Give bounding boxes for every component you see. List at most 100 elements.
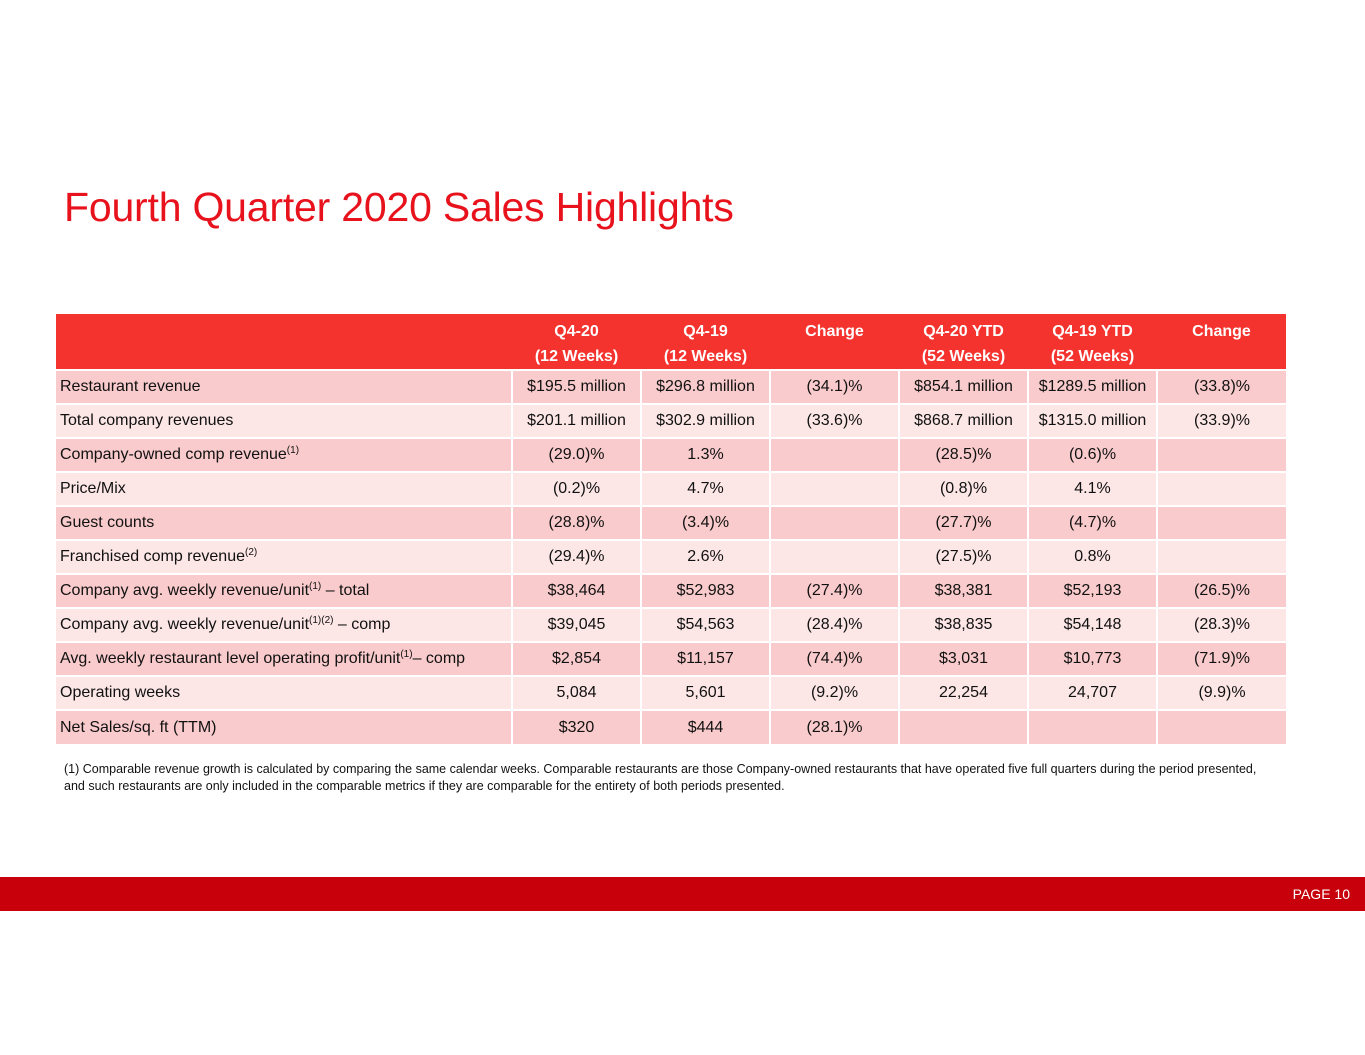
table-cell: (27.7)% xyxy=(898,505,1028,540)
table-cell xyxy=(1156,505,1286,540)
table-cell: 2.6% xyxy=(640,539,770,574)
row-label-suffix: – comp xyxy=(333,616,391,633)
table-cell: 5,601 xyxy=(640,675,770,710)
table-cell: (33.6)% xyxy=(769,403,899,438)
table-row: Net Sales/sq. ft (TTM) $320 $444 (28.1)% xyxy=(56,709,1286,744)
table-cell: (28.1)% xyxy=(769,709,899,744)
row-label: Guest counts xyxy=(56,505,512,540)
row-label: Company avg. weekly revenue/unit(1) – to… xyxy=(56,573,512,608)
table-cell: 0.8% xyxy=(1027,539,1157,574)
row-label-text: Avg. weekly restaurant level operating p… xyxy=(60,650,401,667)
row-label: Net Sales/sq. ft (TTM) xyxy=(56,709,512,744)
table-row: Operating weeks 5,084 5,601 (9.2)% 22,254 24,… xyxy=(56,675,1286,710)
table-cell: $296.8 million xyxy=(640,369,770,404)
table-cell xyxy=(769,505,899,540)
table-cell: (4.7)% xyxy=(1027,505,1157,540)
table-cell: (28.3)% xyxy=(1156,607,1286,642)
table-row: Company avg. weekly revenue/unit(1) – to… xyxy=(56,573,1286,608)
row-label-text: Total company revenues xyxy=(60,412,234,429)
row-label-text: Price/Mix xyxy=(60,480,126,497)
row-label: Operating weeks xyxy=(56,675,512,710)
table-cell xyxy=(1027,709,1157,744)
table-cell: $1289.5 million xyxy=(1027,369,1157,404)
column-header-line2: (52 Weeks) xyxy=(921,348,1006,365)
table-cell: (71.9)% xyxy=(1156,641,1286,676)
row-label: Franchised comp revenue(2) xyxy=(56,539,512,574)
row-label-suffix: – total xyxy=(321,582,370,599)
table-cell: $2,854 xyxy=(511,641,641,676)
table-cell: $854.1 million xyxy=(898,369,1028,404)
table-cell: $38,464 xyxy=(511,573,641,608)
table-cell: $39,045 xyxy=(511,607,641,642)
table-row: Restaurant revenue $195.5 million $296.8 m… xyxy=(56,369,1286,404)
table-cell: 4.1% xyxy=(1027,471,1157,506)
column-header-line2: (12 Weeks) xyxy=(534,348,619,365)
table-row: Price/Mix (0.2)% 4.7% (0.8)% 4.1% xyxy=(56,471,1286,506)
table-cell: $201.1 million xyxy=(511,403,641,438)
table-cell xyxy=(1156,539,1286,574)
page-number: PAGE 10 xyxy=(1292,886,1350,902)
column-header-line2: (52 Weeks) xyxy=(1050,348,1135,365)
column-header: Q4-19 (12 Weeks) xyxy=(641,314,770,370)
row-label: Restaurant revenue xyxy=(56,369,512,404)
column-header-line1: Change xyxy=(1192,323,1251,340)
table-cell: $195.5 million xyxy=(511,369,641,404)
column-header-line2: (12 Weeks) xyxy=(663,348,748,365)
row-label-suffix: – comp xyxy=(412,650,466,667)
footnote-marker: (1) xyxy=(400,649,413,660)
table-row: Company-owned comp revenue(1) (29.0)% 1.3%… xyxy=(56,437,1286,472)
column-header-line1: Q4-19 YTD xyxy=(1052,323,1133,340)
table-cell: (74.4)% xyxy=(769,641,899,676)
table-cell: $3,031 xyxy=(898,641,1028,676)
footnote: (1) Comparable revenue growth is calcula… xyxy=(64,762,1257,793)
table-cell: $38,381 xyxy=(898,573,1028,608)
row-label-text: Guest counts xyxy=(60,514,155,531)
column-header: Change xyxy=(770,314,899,370)
table-cell: $52,983 xyxy=(640,573,770,608)
row-label: Company-owned comp revenue(1) xyxy=(56,437,512,472)
table-cell: 4.7% xyxy=(640,471,770,506)
table-cell: 1.3% xyxy=(640,437,770,472)
table-cell: (9.9)% xyxy=(1156,675,1286,710)
table-row: Avg. weekly restaurant level operating p… xyxy=(56,641,1286,676)
table-cell xyxy=(769,539,899,574)
table-cell: $302.9 million xyxy=(640,403,770,438)
table-cell: (0.6)% xyxy=(1027,437,1157,472)
table-cell: (28.4)% xyxy=(769,607,899,642)
column-header: Q4-19 YTD (52 Weeks) xyxy=(1028,314,1157,370)
column-header-line1: Change xyxy=(805,323,864,340)
table-cell: (0.8)% xyxy=(898,471,1028,506)
table-cell: $54,563 xyxy=(640,607,770,642)
table-cell xyxy=(1156,709,1286,744)
table-cell: (33.9)% xyxy=(1156,403,1286,438)
row-label-text: Operating weeks xyxy=(60,684,181,701)
column-header xyxy=(56,314,512,370)
table-cell: (27.4)% xyxy=(769,573,899,608)
row-label: Price/Mix xyxy=(56,471,512,506)
footnote-marker: (1) xyxy=(286,445,300,456)
table-cell: 24,707 xyxy=(1027,675,1157,710)
table-row: Franchised comp revenue(2) (29.4)% 2.6% (27… xyxy=(56,539,1286,574)
column-header: Q4-20 (12 Weeks) xyxy=(512,314,641,370)
table-cell: (29.4)% xyxy=(511,539,641,574)
row-label: Company avg. weekly revenue/unit(1)(2) –… xyxy=(56,607,512,642)
table-header-row: Q4-20 (12 Weeks) Q4-19 (12 Weeks) Change Q4-2… xyxy=(56,314,1286,370)
table-cell: 22,254 xyxy=(898,675,1028,710)
table-row: Company avg. weekly revenue/unit(1)(2) –… xyxy=(56,607,1286,642)
table-cell xyxy=(769,437,899,472)
row-label-text: Company avg. weekly revenue/unit xyxy=(60,582,310,599)
table-cell: $38,835 xyxy=(898,607,1028,642)
row-label-text: Net Sales/sq. ft (TTM) xyxy=(60,718,217,736)
table-cell xyxy=(769,471,899,506)
table-cell: (33.8)% xyxy=(1156,369,1286,404)
table-cell: (9.2)% xyxy=(769,675,899,710)
column-header-line1: Q4-20 xyxy=(554,323,599,340)
table-row: Guest counts (28.8)% (3.4)% (27.7)% (4.7)% xyxy=(56,505,1286,540)
table-cell xyxy=(1156,437,1286,472)
sales-highlights-table: Q4-20 (12 Weeks) Q4-19 (12 Weeks) Change Q4-2… xyxy=(56,314,1286,744)
footnote-marker: (1) xyxy=(309,581,322,592)
page-title: Fourth Quarter 2020 Sales Highlights xyxy=(64,184,734,230)
column-header: Change xyxy=(1157,314,1286,370)
table-cell: $11,157 xyxy=(640,641,770,676)
table-cell: (29.0)% xyxy=(511,437,641,472)
